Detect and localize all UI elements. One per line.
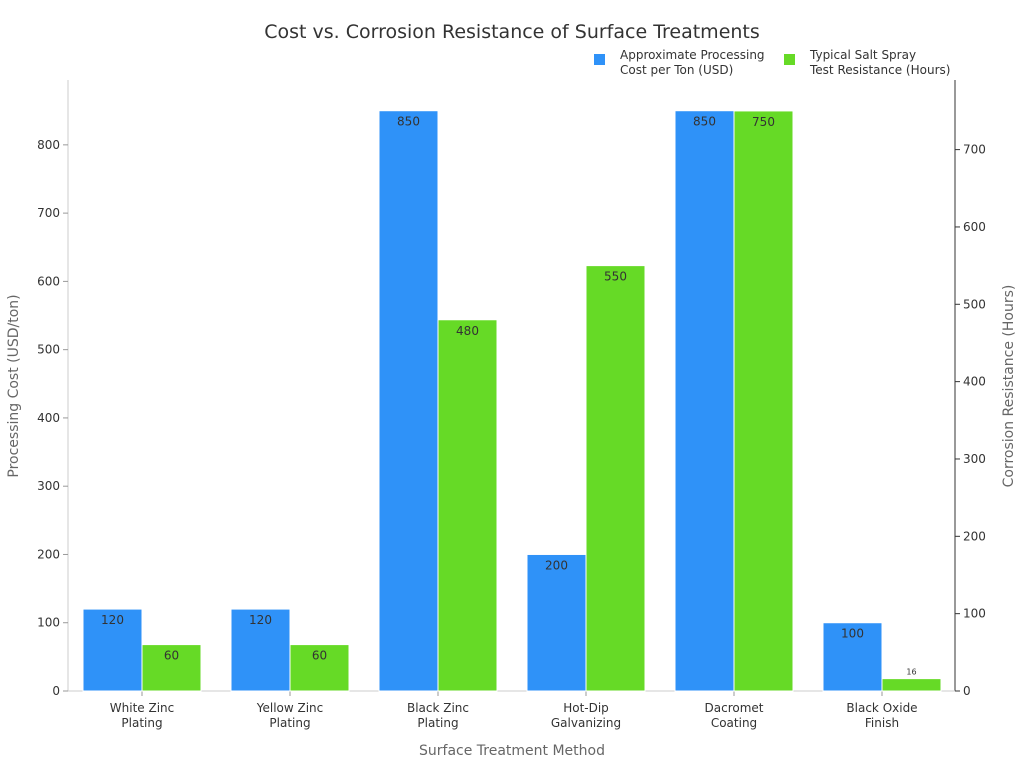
data-label: 120 xyxy=(249,613,272,627)
y-tick-label: 500 xyxy=(37,343,60,357)
bar-cost xyxy=(526,553,587,692)
x-tick-label: Plating xyxy=(269,716,310,730)
data-label: 550 xyxy=(604,270,627,284)
y-tick-label: 100 xyxy=(37,616,60,630)
y-tick-label: 800 xyxy=(37,138,60,152)
data-label: 100 xyxy=(841,627,864,641)
data-label: 60 xyxy=(312,649,327,663)
bar-resistance xyxy=(141,644,202,692)
legend-swatch xyxy=(784,54,795,65)
x-tick-label: Plating xyxy=(417,716,458,730)
x-tick-label: Yellow Zinc xyxy=(256,701,324,715)
x-tick-label: Finish xyxy=(865,716,899,730)
y2-tick-label: 0 xyxy=(963,684,971,698)
x-tick-label: White Zinc xyxy=(110,701,174,715)
data-label: 850 xyxy=(397,115,420,129)
legend-label: Typical Salt Spray xyxy=(809,48,916,62)
y2-tick-label: 200 xyxy=(963,529,986,543)
bar-cost xyxy=(822,622,883,692)
y-axis-label: Processing Cost (USD/ton) xyxy=(6,294,22,477)
y2-tick-label: 300 xyxy=(963,452,986,466)
legend-label: Approximate Processing xyxy=(620,48,765,62)
legend-swatch xyxy=(594,54,605,65)
x-axis-label: Surface Treatment Method xyxy=(419,743,605,759)
y2-tick-label: 500 xyxy=(963,297,986,311)
bar-resistance xyxy=(881,678,942,692)
y2-tick-label: 700 xyxy=(963,143,986,157)
x-tick-label: Galvanizing xyxy=(551,716,621,730)
data-label: 120 xyxy=(101,613,124,627)
y-tick-label: 200 xyxy=(37,547,60,561)
bar-resistance xyxy=(437,319,498,692)
data-label: 16 xyxy=(906,668,916,677)
x-tick-label: Black Zinc xyxy=(407,701,469,715)
legend-label: Cost per Ton (USD) xyxy=(620,63,733,77)
data-label: 60 xyxy=(164,649,179,663)
data-label: 850 xyxy=(693,115,716,129)
x-tick-label: Dacromet xyxy=(705,701,764,715)
y-tick-label: 300 xyxy=(37,479,60,493)
y-tick-label: 0 xyxy=(52,684,60,698)
bar-cost xyxy=(378,110,439,692)
chart-title: Cost vs. Corrosion Resistance of Surface… xyxy=(264,21,760,43)
x-tick-label: Plating xyxy=(121,716,162,730)
y-tick-label: 600 xyxy=(37,274,60,288)
y-tick-label: 400 xyxy=(37,411,60,425)
data-label: 750 xyxy=(752,115,775,129)
data-label: 200 xyxy=(545,558,568,572)
x-tick-label: Coating xyxy=(711,716,757,730)
bar-cost xyxy=(674,110,735,692)
x-tick-label: Hot-Dip xyxy=(563,701,609,715)
y2-axis-label: Corrosion Resistance (Hours) xyxy=(1001,285,1017,488)
y2-tick-label: 100 xyxy=(963,607,986,621)
bar-resistance xyxy=(585,265,646,692)
y2-tick-label: 400 xyxy=(963,375,986,389)
y-tick-label: 700 xyxy=(37,206,60,220)
bar-cost xyxy=(230,608,291,692)
bar-resistance xyxy=(289,644,350,692)
y2-tick-label: 600 xyxy=(963,220,986,234)
data-label: 480 xyxy=(456,324,479,338)
bar-resistance xyxy=(733,110,794,692)
legend-label: Test Resistance (Hours) xyxy=(809,63,950,77)
x-tick-label: Black Oxide xyxy=(846,701,917,715)
